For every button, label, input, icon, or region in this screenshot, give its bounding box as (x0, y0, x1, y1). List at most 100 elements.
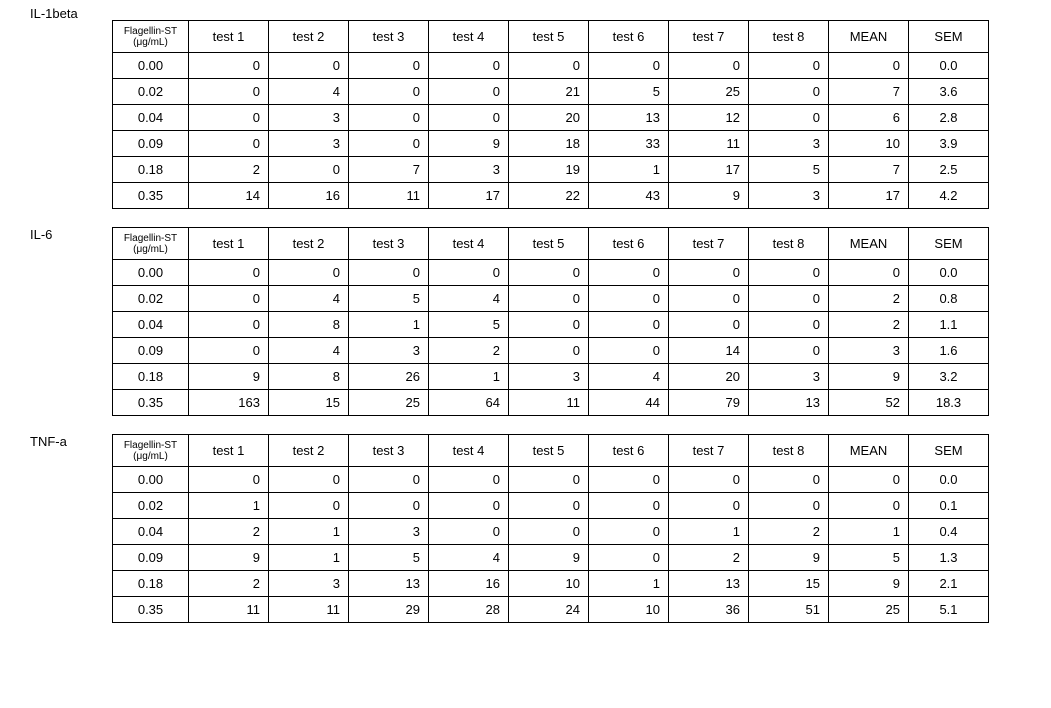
value-cell: 17 (429, 183, 509, 209)
value-cell: 0 (669, 467, 749, 493)
sem-cell: 3.6 (909, 79, 989, 105)
row-header-label: Flagellin-ST(μg/mL) (113, 435, 189, 467)
value-cell: 3 (749, 183, 829, 209)
col-header: test 1 (189, 435, 269, 467)
value-cell: 9 (189, 364, 269, 390)
sem-cell: 1.3 (909, 545, 989, 571)
value-cell: 0 (189, 312, 269, 338)
col-header: test 2 (269, 228, 349, 260)
value-cell: 0 (589, 519, 669, 545)
value-cell: 3 (349, 519, 429, 545)
col-header: test 7 (669, 435, 749, 467)
value-cell: 13 (589, 105, 669, 131)
col-header: SEM (909, 228, 989, 260)
table-row: 0.35163152564114479135218.3 (113, 390, 989, 416)
value-cell: 13 (669, 571, 749, 597)
value-cell: 0 (589, 338, 669, 364)
col-header: test 3 (349, 228, 429, 260)
value-cell: 52 (829, 390, 909, 416)
dose-cell: 0.04 (113, 105, 189, 131)
sem-cell: 0.0 (909, 467, 989, 493)
value-cell: 5 (349, 545, 429, 571)
sem-cell: 0.0 (909, 53, 989, 79)
value-cell: 0 (749, 53, 829, 79)
value-cell: 0 (349, 79, 429, 105)
col-header: test 5 (509, 435, 589, 467)
value-cell: 26 (349, 364, 429, 390)
value-cell: 1 (269, 545, 349, 571)
value-cell: 163 (189, 390, 269, 416)
col-header: MEAN (829, 435, 909, 467)
value-cell: 16 (269, 183, 349, 209)
value-cell: 4 (429, 545, 509, 571)
value-cell: 8 (269, 364, 349, 390)
value-cell: 0 (349, 105, 429, 131)
value-cell: 20 (509, 105, 589, 131)
col-header: test 4 (429, 21, 509, 53)
value-cell: 0 (349, 53, 429, 79)
value-cell: 2 (189, 571, 269, 597)
value-cell: 0 (269, 467, 349, 493)
value-cell: 9 (189, 545, 269, 571)
value-cell: 1 (829, 519, 909, 545)
dose-cell: 0.09 (113, 131, 189, 157)
value-cell: 0 (189, 467, 269, 493)
col-header: test 3 (349, 435, 429, 467)
data-table: Flagellin-ST(μg/mL)test 1test 2test 3tes… (112, 20, 989, 209)
sem-cell: 0.8 (909, 286, 989, 312)
value-cell: 2 (189, 519, 269, 545)
value-cell: 2 (749, 519, 829, 545)
value-cell: 11 (349, 183, 429, 209)
value-cell: 0 (749, 338, 829, 364)
value-cell: 11 (269, 597, 349, 623)
value-cell: 8 (269, 312, 349, 338)
value-cell: 11 (509, 390, 589, 416)
value-cell: 1 (669, 519, 749, 545)
value-cell: 17 (829, 183, 909, 209)
value-cell: 4 (269, 79, 349, 105)
section-title: IL-6 (30, 227, 112, 243)
value-cell: 0 (829, 53, 909, 79)
table-row: 0.099154902951.3 (113, 545, 989, 571)
value-cell: 5 (589, 79, 669, 105)
value-cell: 0 (669, 312, 749, 338)
value-cell: 1 (189, 493, 269, 519)
table-row: 0.000000000000.0 (113, 260, 989, 286)
value-cell: 1 (349, 312, 429, 338)
value-cell: 2 (189, 157, 269, 183)
value-cell: 79 (669, 390, 749, 416)
value-cell: 9 (749, 545, 829, 571)
value-cell: 0 (189, 105, 269, 131)
col-header: test 8 (749, 435, 829, 467)
sem-cell: 0.0 (909, 260, 989, 286)
sem-cell: 1.1 (909, 312, 989, 338)
dose-cell: 0.04 (113, 312, 189, 338)
value-cell: 24 (509, 597, 589, 623)
value-cell: 0 (429, 79, 509, 105)
value-cell: 0 (509, 519, 589, 545)
col-header: SEM (909, 21, 989, 53)
value-cell: 28 (429, 597, 509, 623)
table-row: 0.021000000000.1 (113, 493, 989, 519)
value-cell: 0 (669, 53, 749, 79)
value-cell: 25 (829, 597, 909, 623)
table-row: 0.18231316101131592.1 (113, 571, 989, 597)
dose-cell: 0.02 (113, 493, 189, 519)
value-cell: 0 (749, 105, 829, 131)
value-cell: 43 (589, 183, 669, 209)
sem-cell: 2.5 (909, 157, 989, 183)
value-cell: 3 (269, 131, 349, 157)
value-cell: 15 (269, 390, 349, 416)
value-cell: 0 (669, 260, 749, 286)
value-cell: 1 (429, 364, 509, 390)
sem-cell: 4.2 (909, 183, 989, 209)
dose-cell: 0.02 (113, 286, 189, 312)
value-cell: 1 (589, 157, 669, 183)
col-header: test 7 (669, 21, 749, 53)
value-cell: 0 (189, 131, 269, 157)
sem-cell: 0.4 (909, 519, 989, 545)
value-cell: 15 (749, 571, 829, 597)
value-cell: 0 (429, 260, 509, 286)
value-cell: 0 (189, 286, 269, 312)
value-cell: 64 (429, 390, 509, 416)
